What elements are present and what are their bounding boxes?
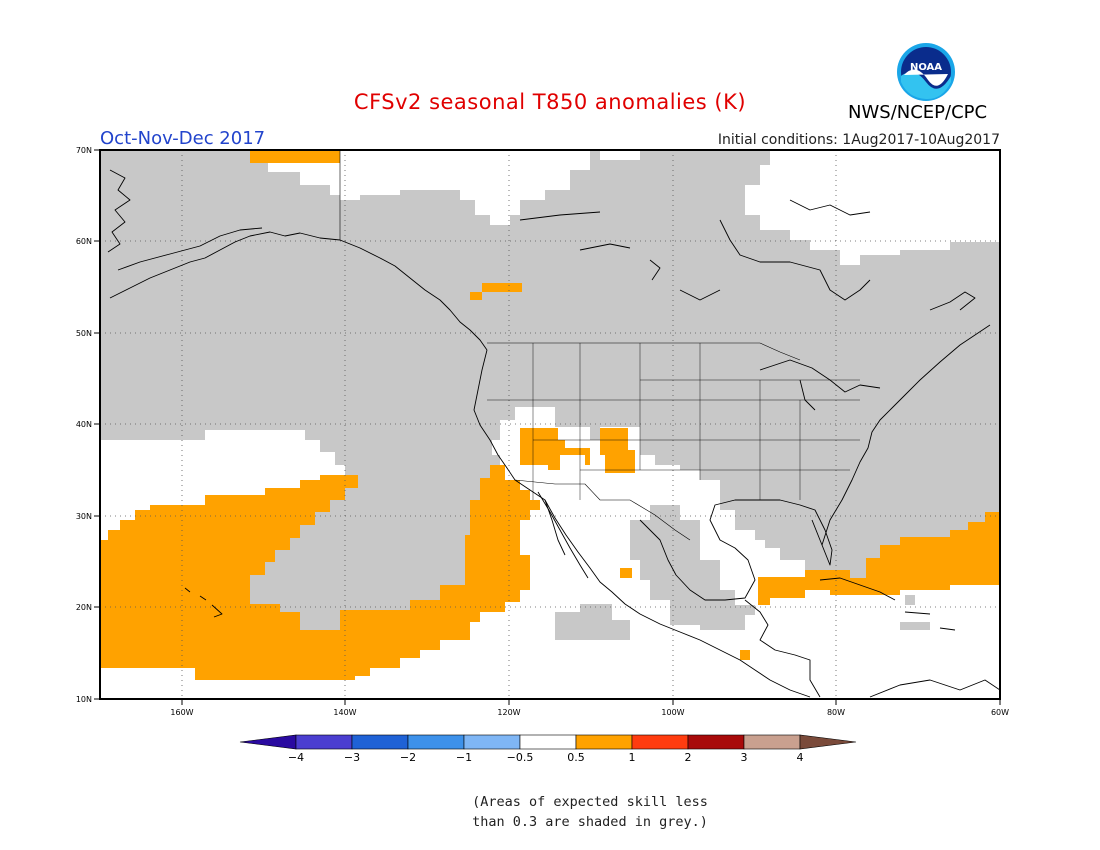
grey-patch-caribbean [900,595,930,630]
near-normal-alaska [340,150,590,225]
political-boundaries [339,150,860,541]
near-normal-hudson-region [780,150,1000,230]
colorbar-arrow-low [239,734,297,750]
near-normal-texas [680,475,700,500]
lat-label-40n: 40N [76,420,92,429]
season-label: Oct-Nov-Dec 2017 [100,128,266,149]
lat-label-20n: 20N [76,603,92,612]
skill-note-line-1: (Areas of expected skill less [472,794,708,810]
colorbar-label: −0.5 [507,751,534,764]
warm-anomaly-beaufort [250,150,340,163]
chart-title: CFSv2 seasonal T850 anomalies (K) [353,90,747,114]
lon-label-100w: 100W [661,708,684,717]
lat-label-30n: 30N [76,512,92,521]
colorbar-swatch [407,734,465,750]
lon-label-140w: 140W [333,708,356,717]
skill-note-line-2: than 0.3 are shaded in grey.) [472,814,708,830]
near-normal-desert-sw [555,450,615,505]
colorbar-swatch [631,734,689,750]
colorbar-label: −4 [288,751,304,764]
lon-label-60w: 60W [991,708,1009,717]
lat-label-10n: 10N [76,695,92,704]
colorbar-label: 2 [685,751,692,764]
graticule [100,150,1000,699]
lat-label-50n: 50N [76,329,92,338]
warm-anomaly-central-america [740,650,750,660]
logo-text: NOAA [910,62,942,73]
warm-anomaly-atlantic [758,512,1000,605]
noaa-logo-icon: NOAA [897,43,955,101]
agency-label: NWS/NCEP/CPC [848,102,988,123]
grey-patch-mexico [630,505,755,630]
colorbar-label: 4 [797,751,804,764]
warm-anomaly-pacific [100,465,540,680]
colorbar-swatch [351,734,409,750]
colorbar-swatch [295,734,353,750]
colorbar-swatch [743,734,801,750]
colorbar-swatch [463,734,521,750]
lat-label-70n: 70N [76,146,92,155]
colorbar-label: 3 [741,751,748,764]
grey-patch-east-pacific [555,604,630,640]
warm-anomaly-southwest [520,428,635,473]
warm-anomaly-bc [470,283,522,300]
initial-conditions: Initial conditions: 1Aug2017-10Aug2017 [717,132,1000,148]
colorbar-label: 1 [629,751,636,764]
lon-label-160w: 160W [170,708,193,717]
lon-label-120w: 120W [497,708,520,717]
colorbar-swatch [687,734,745,750]
colorbar: −4 −3 −2 −1 −0.5 0.5 1 2 3 4 [239,734,857,764]
skill-note: (Areas of expected skill less than 0.3 a… [440,792,740,832]
warm-anomaly-mexico-coast [620,568,632,578]
lon-label-80w: 80W [827,708,845,717]
lat-label-60n: 60N [76,237,92,246]
colorbar-label: −2 [400,751,416,764]
colorbar-arrow-high [799,734,857,750]
colorbar-swatch [519,734,577,750]
colorbar-label: −3 [344,751,360,764]
axis-ticks [94,149,1001,705]
colorbar-swatch [575,734,633,750]
colorbar-label: −1 [456,751,472,764]
colorbar-label: 0.5 [567,751,585,764]
